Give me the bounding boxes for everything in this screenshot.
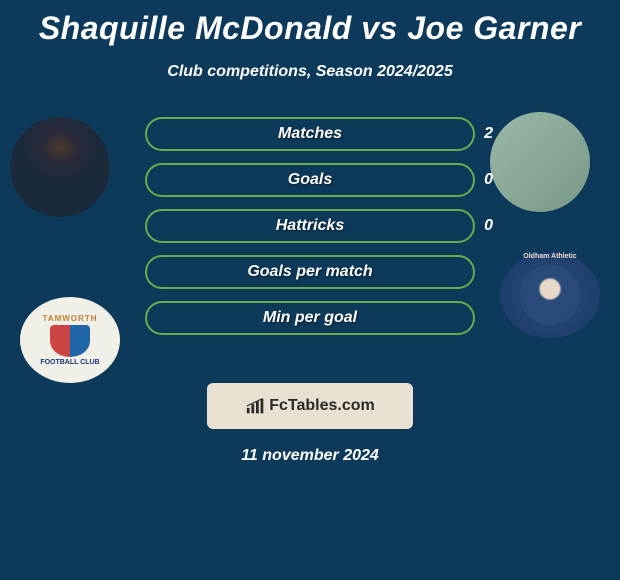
avatar-placeholder [10, 117, 110, 217]
stat-row-min-per-goal: Min per goal [145, 301, 475, 335]
club-left-crest: TAMWORTH FOOTBALL CLUB [20, 297, 120, 383]
stat-row-hattricks: Hattricks 0 [145, 209, 475, 243]
player-right-avatar [490, 112, 590, 212]
date-label: 11 november 2024 [0, 447, 620, 465]
stat-label: Matches [278, 125, 342, 143]
stat-label: Goals [288, 171, 332, 189]
club-right-crest: Oldham Athletic [500, 252, 600, 338]
subtitle: Club competitions, Season 2024/2025 [0, 63, 620, 81]
player-left-avatar [10, 117, 110, 217]
crest-left-bottom-text: FOOTBALL CLUB [40, 359, 99, 366]
stat-row-goals: Goals 0 [145, 163, 475, 197]
crest-left-top-text: TAMWORTH [43, 314, 98, 323]
stat-row-goals-per-match: Goals per match [145, 255, 475, 289]
bar-chart-icon [245, 398, 267, 414]
stat-label: Goals per match [247, 263, 372, 281]
watermark-badge: FcTables.com [207, 383, 413, 429]
comparison-panel: TAMWORTH FOOTBALL CLUB Oldham Athletic M… [0, 117, 620, 465]
stat-label: Min per goal [263, 309, 357, 327]
watermark-text: FcTables.com [269, 397, 375, 415]
page-title: Shaquille McDonald vs Joe Garner [0, 0, 620, 47]
crest-left-content: TAMWORTH FOOTBALL CLUB [40, 314, 99, 366]
crest-right-owl-icon: Oldham Athletic [520, 265, 580, 325]
stat-right-value: 0 [484, 217, 493, 235]
stat-right-value: 0 [484, 171, 493, 189]
stat-label: Hattricks [276, 217, 344, 235]
stat-row-matches: Matches 2 [145, 117, 475, 151]
crest-right-text: Oldham Athletic [520, 253, 580, 260]
crest-left-shield-icon [50, 325, 90, 357]
stats-list: Matches 2 Goals 0 Hattricks 0 Goals per … [145, 117, 475, 335]
stat-right-value: 2 [484, 125, 493, 143]
